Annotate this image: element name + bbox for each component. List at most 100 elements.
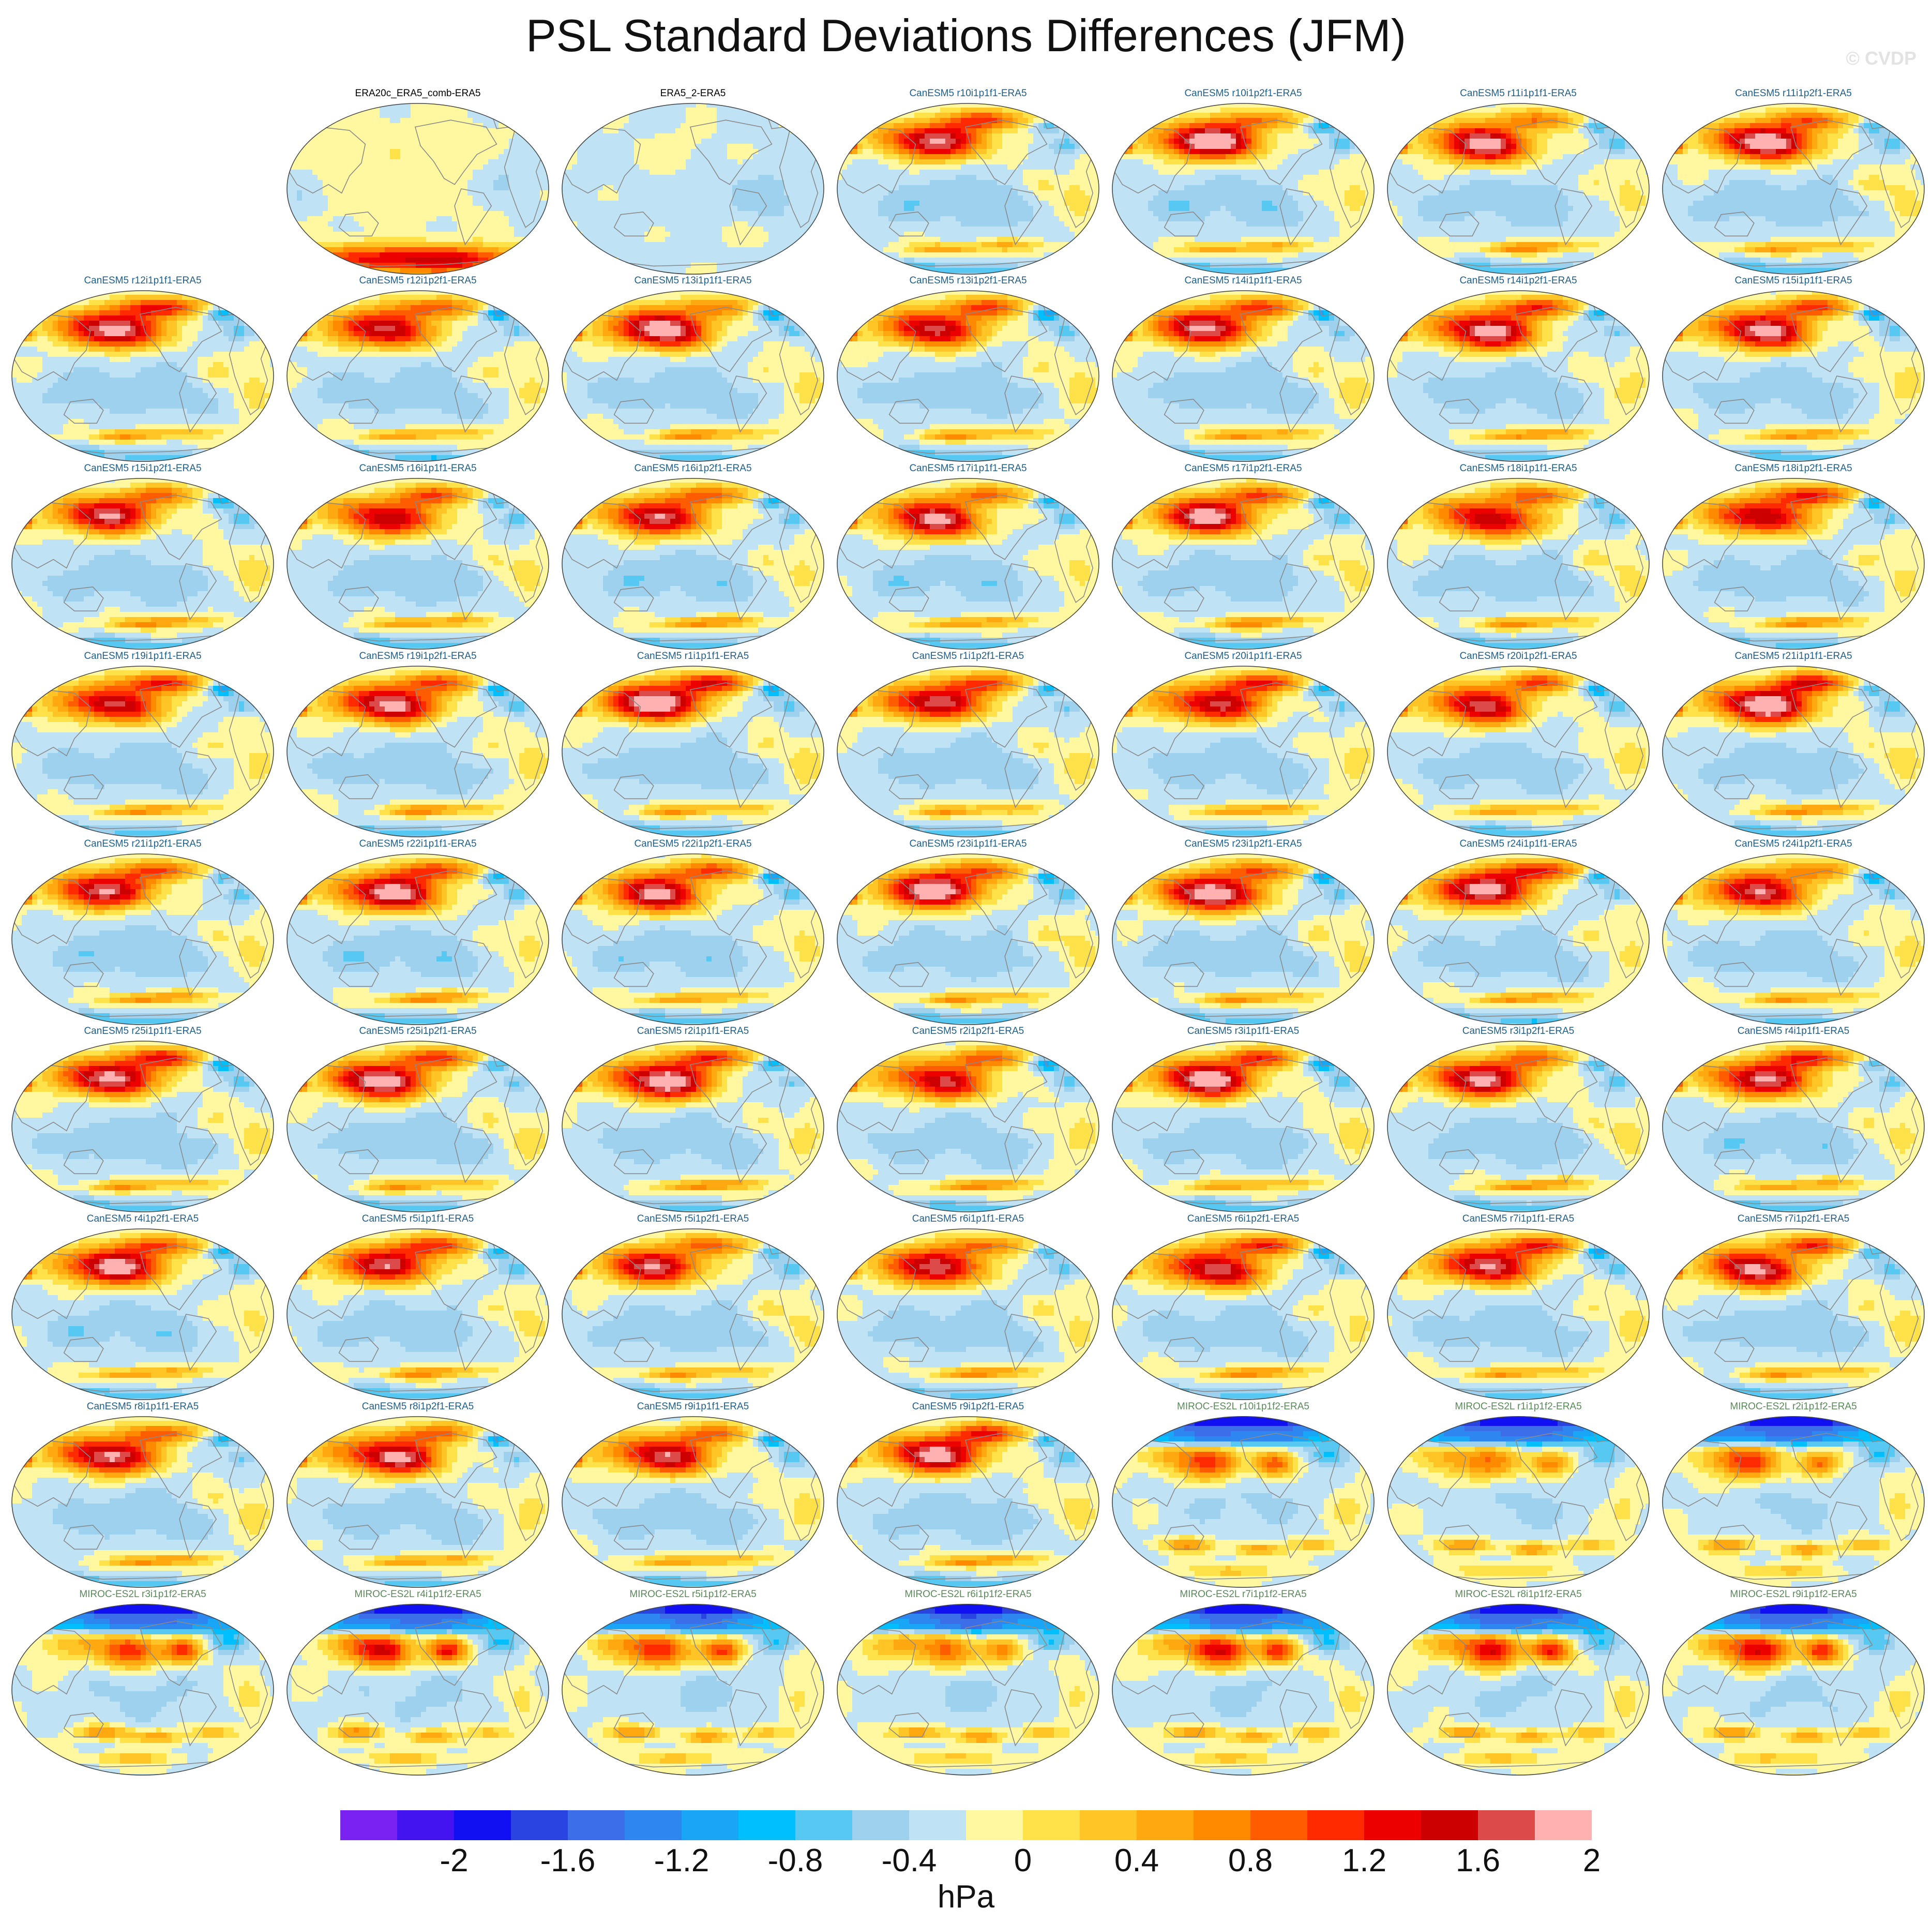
- colorbar-swatch: [1250, 1810, 1307, 1840]
- map-panel: CanESM5 r12i1p2f1-ERA5: [281, 275, 554, 462]
- panel-title: MIROC-ES2L r7i1p1f2-ERA5: [1107, 1589, 1380, 1600]
- robinson-map: [1662, 665, 1925, 838]
- colorbar: [340, 1810, 1592, 1840]
- map-panel: CanESM5 r15i1p2f1-ERA5: [6, 463, 279, 650]
- colorbar-swatch: [1307, 1810, 1364, 1840]
- robinson-map: [1387, 1040, 1650, 1213]
- map-panel: MIROC-ES2L r6i1p1f2-ERA5: [832, 1589, 1105, 1776]
- robinson-map: [286, 290, 549, 462]
- robinson-map: [11, 1040, 274, 1213]
- map-panel: CanESM5 r9i1p1f1-ERA5: [556, 1401, 829, 1588]
- map-panel: CanESM5 r8i1p2f1-ERA5: [281, 1401, 554, 1588]
- colorbar-swatch: [909, 1810, 966, 1840]
- colorbar-tick-label: 0.4: [1114, 1842, 1159, 1879]
- map-panel: CanESM5 r19i1p1f1-ERA5: [6, 651, 279, 838]
- colorbar-swatch: [795, 1810, 852, 1840]
- robinson-map: [562, 853, 824, 1026]
- map-panel: CanESM5 r22i1p1f1-ERA5: [281, 838, 554, 1026]
- colorbar-tick-label: 1.2: [1342, 1842, 1386, 1879]
- robinson-map: [1112, 1603, 1375, 1776]
- robinson-map: [837, 1603, 1099, 1776]
- panel-title: MIROC-ES2L r2i1p1f2-ERA5: [1657, 1401, 1930, 1412]
- map-panel: CanESM5 r2i1p1f1-ERA5: [556, 1026, 829, 1213]
- panel-title: ERA20c_ERA5_comb-ERA5: [281, 88, 554, 99]
- robinson-map: [11, 1416, 274, 1588]
- panel-title: MIROC-ES2L r4i1p1f2-ERA5: [281, 1589, 554, 1600]
- colorbar-swatch: [1080, 1810, 1137, 1840]
- panel-title: CanESM5 r10i1p2f1-ERA5: [1107, 88, 1380, 99]
- robinson-map: [1112, 290, 1375, 462]
- colorbar-tick-label: -0.8: [768, 1842, 823, 1879]
- colorbar-tick-label: 0: [1014, 1842, 1032, 1879]
- map-panel: MIROC-ES2L r3i1p1f2-ERA5: [6, 1589, 279, 1776]
- robinson-map: [562, 1603, 824, 1776]
- panel-title: CanESM5 r24i1p2f1-ERA5: [1657, 838, 1930, 850]
- panel-title: CanESM5 r3i1p2f1-ERA5: [1382, 1026, 1655, 1037]
- panel-title: CanESM5 r6i1p2f1-ERA5: [1107, 1213, 1380, 1225]
- robinson-map: [1387, 853, 1650, 1026]
- colorbar-swatch: [340, 1810, 397, 1840]
- map-panel: CanESM5 r18i1p1f1-ERA5: [1382, 463, 1655, 650]
- map-panel: CanESM5 r8i1p1f1-ERA5: [6, 1401, 279, 1588]
- robinson-map: [286, 853, 549, 1026]
- map-panel: ERA5_2-ERA5: [556, 88, 829, 275]
- map-panel: ERA20c_ERA5_comb-ERA5: [281, 88, 554, 275]
- map-panel: CanESM5 r7i1p1f1-ERA5: [1382, 1213, 1655, 1401]
- panel-title: CanESM5 r23i1p1f1-ERA5: [832, 838, 1105, 850]
- map-panel: CanESM5 r14i1p2f1-ERA5: [1382, 275, 1655, 462]
- panel-title: CanESM5 r7i1p1f1-ERA5: [1382, 1213, 1655, 1225]
- map-panel: CanESM5 r6i1p2f1-ERA5: [1107, 1213, 1380, 1401]
- panel-title: MIROC-ES2L r10i1p1f2-ERA5: [1107, 1401, 1380, 1412]
- panel-title: CanESM5 r12i1p2f1-ERA5: [281, 275, 554, 287]
- panel-title: MIROC-ES2L r8i1p1f2-ERA5: [1382, 1589, 1655, 1600]
- map-panel: CanESM5 r7i1p2f1-ERA5: [1657, 1213, 1930, 1401]
- robinson-map: [286, 1603, 549, 1776]
- panel-title: ERA5_2-ERA5: [556, 88, 829, 99]
- panel-title: CanESM5 r6i1p1f1-ERA5: [832, 1213, 1105, 1225]
- robinson-map: [562, 477, 824, 650]
- panel-title: CanESM5 r25i1p1f1-ERA5: [6, 1026, 279, 1037]
- colorbar-swatch: [397, 1810, 454, 1840]
- panel-title: CanESM5 r8i1p2f1-ERA5: [281, 1401, 554, 1412]
- panel-title: CanESM5 r11i1p2f1-ERA5: [1657, 88, 1930, 99]
- map-panel: CanESM5 r20i1p1f1-ERA5: [1107, 651, 1380, 838]
- map-panel: CanESM5 r17i1p1f1-ERA5: [832, 463, 1105, 650]
- map-panel: CanESM5 r12i1p1f1-ERA5: [6, 275, 279, 462]
- panel-title: CanESM5 r13i1p2f1-ERA5: [832, 275, 1105, 287]
- colorbar-tick-label: -1.2: [654, 1842, 710, 1879]
- robinson-map: [11, 1228, 274, 1401]
- robinson-map: [837, 102, 1099, 275]
- map-panel: CanESM5 r17i1p2f1-ERA5: [1107, 463, 1380, 650]
- panel-title: CanESM5 r10i1p1f1-ERA5: [832, 88, 1105, 99]
- colorbar-tick-label: -2: [440, 1842, 468, 1879]
- panel-title: CanESM5 r5i1p1f1-ERA5: [281, 1213, 554, 1225]
- robinson-map: [562, 1416, 824, 1588]
- map-panel: CanESM5 r10i1p2f1-ERA5: [1107, 88, 1380, 275]
- colorbar-tick-label: -1.6: [540, 1842, 596, 1879]
- map-panel: CanESM5 r5i1p1f1-ERA5: [281, 1213, 554, 1401]
- panel-title: CanESM5 r18i1p2f1-ERA5: [1657, 463, 1930, 474]
- colorbar-swatch: [1364, 1810, 1421, 1840]
- robinson-map: [1112, 1040, 1375, 1213]
- map-panel: CanESM5 r15i1p1f1-ERA5: [1657, 275, 1930, 462]
- map-panel: CanESM5 r3i1p1f1-ERA5: [1107, 1026, 1380, 1213]
- panel-title: CanESM5 r12i1p1f1-ERA5: [6, 275, 279, 287]
- map-panel: CanESM5 r16i1p1f1-ERA5: [281, 463, 554, 650]
- robinson-map: [562, 102, 824, 275]
- panel-title: CanESM5 r22i1p1f1-ERA5: [281, 838, 554, 850]
- map-panel: CanESM5 r16i1p2f1-ERA5: [556, 463, 829, 650]
- panel-title: CanESM5 r20i1p1f1-ERA5: [1107, 651, 1380, 662]
- robinson-map: [286, 477, 549, 650]
- map-panel: CanESM5 r4i1p1f1-ERA5: [1657, 1026, 1930, 1213]
- robinson-map: [837, 477, 1099, 650]
- map-panel: CanESM5 r19i1p2f1-ERA5: [281, 651, 554, 838]
- panel-title: CanESM5 r14i1p1f1-ERA5: [1107, 275, 1380, 287]
- panel-title: CanESM5 r24i1p1f1-ERA5: [1382, 838, 1655, 850]
- robinson-map: [11, 290, 274, 462]
- map-panel: CanESM5 r23i1p2f1-ERA5: [1107, 838, 1380, 1026]
- colorbar-swatch: [511, 1810, 568, 1840]
- map-panel: MIROC-ES2L r2i1p1f2-ERA5: [1657, 1401, 1930, 1588]
- map-panel: CanESM5 r18i1p2f1-ERA5: [1657, 463, 1930, 650]
- panel-title: CanESM5 r8i1p1f1-ERA5: [6, 1401, 279, 1412]
- robinson-map: [1387, 665, 1650, 838]
